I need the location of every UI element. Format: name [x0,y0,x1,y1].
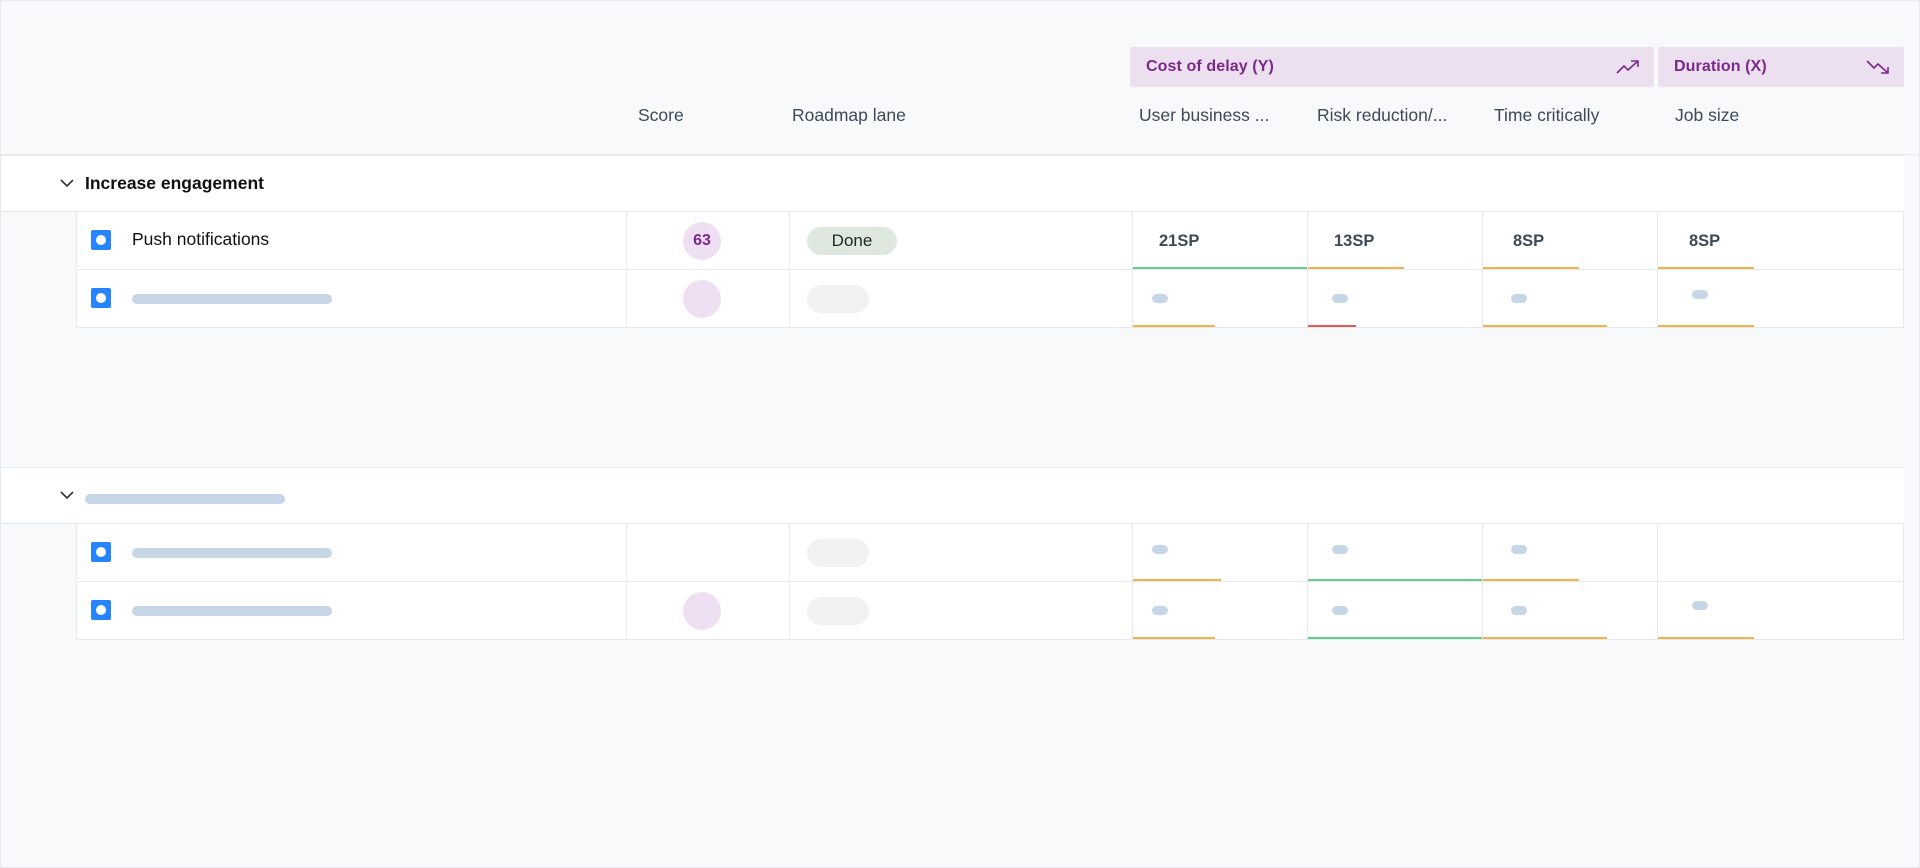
item-checkbox[interactable] [91,600,111,620]
cost-of-delay-label: Cost of delay (Y) [1146,58,1274,75]
lane-placeholder [807,597,869,625]
value-bar [1308,637,1482,639]
trend-down-icon [1866,59,1890,75]
job-size-value[interactable]: 8SP [1689,232,1721,250]
time-critically-value[interactable]: 8SP [1513,232,1545,250]
lane-placeholder [807,285,869,313]
value-bar [1133,325,1215,327]
value-bar [1483,325,1607,327]
chevron-down-icon[interactable] [58,486,76,504]
value-bar [1658,325,1754,327]
value-bar [1133,579,1221,581]
value-bar [1308,579,1482,581]
value-placeholder [1511,606,1527,615]
roadmap-lane-pill[interactable]: Done [807,227,897,255]
item-checkbox[interactable] [91,542,111,562]
column-header-roadmap-lane[interactable]: Roadmap lane [792,105,906,125]
item-name-placeholder [132,548,332,558]
column-header-score[interactable]: Score [638,105,684,125]
table-row[interactable]: Push notifications 63 Done 21SP 13SP 8SP… [76,212,1904,270]
value-placeholder [1692,290,1708,299]
lane-placeholder [807,539,869,567]
value-bar [1483,267,1579,269]
score-badge: 63 [683,222,721,260]
column-header-job-size[interactable]: Job size [1675,105,1740,125]
column-header-user-business[interactable]: User business ... [1139,105,1270,125]
section-title: Increase engagement [85,173,264,193]
value-bar [1483,579,1579,581]
value-placeholder [1332,545,1348,554]
value-bar [1308,325,1356,327]
value-bar [1658,637,1754,639]
score-placeholder [683,592,721,630]
chevron-down-icon[interactable] [58,174,76,192]
value-bar [1308,267,1404,269]
value-placeholder [1152,545,1168,554]
duration-group-header[interactable]: Duration (X) [1658,47,1904,87]
column-header-risk-reduction[interactable]: Risk reduction/... [1317,105,1448,125]
value-placeholder [1332,606,1348,615]
table-row-loading[interactable] [76,524,1904,582]
item-checkbox[interactable] [91,288,111,308]
table-row-loading[interactable] [76,582,1904,640]
value-placeholder [1152,606,1168,615]
table-row-loading[interactable] [76,270,1904,328]
section-row-increase-engagement[interactable]: Increase engagement [1,155,1904,212]
duration-label: Duration (X) [1674,58,1767,75]
item-name-placeholder [132,294,332,304]
trend-up-icon [1616,59,1640,75]
value-placeholder [1511,545,1527,554]
score-placeholder [683,280,721,318]
item-checkbox[interactable] [91,230,111,250]
value-placeholder [1511,294,1527,303]
section-title-placeholder [85,494,285,504]
value-bar [1133,267,1307,269]
section-row-loading[interactable] [1,467,1904,524]
cost-of-delay-group-header[interactable]: Cost of delay (Y) [1130,47,1654,87]
user-business-value[interactable]: 21SP [1159,232,1200,250]
value-bar [1658,267,1754,269]
header-divider [1,154,1919,155]
value-placeholder [1332,294,1348,303]
column-header-time-critically[interactable]: Time critically [1494,105,1600,125]
item-name-placeholder [132,606,332,616]
value-bar [1483,637,1607,639]
item-name[interactable]: Push notifications [132,229,270,249]
value-bar [1133,637,1215,639]
value-placeholder [1692,601,1708,610]
value-placeholder [1152,294,1168,303]
risk-reduction-value[interactable]: 13SP [1334,232,1375,250]
